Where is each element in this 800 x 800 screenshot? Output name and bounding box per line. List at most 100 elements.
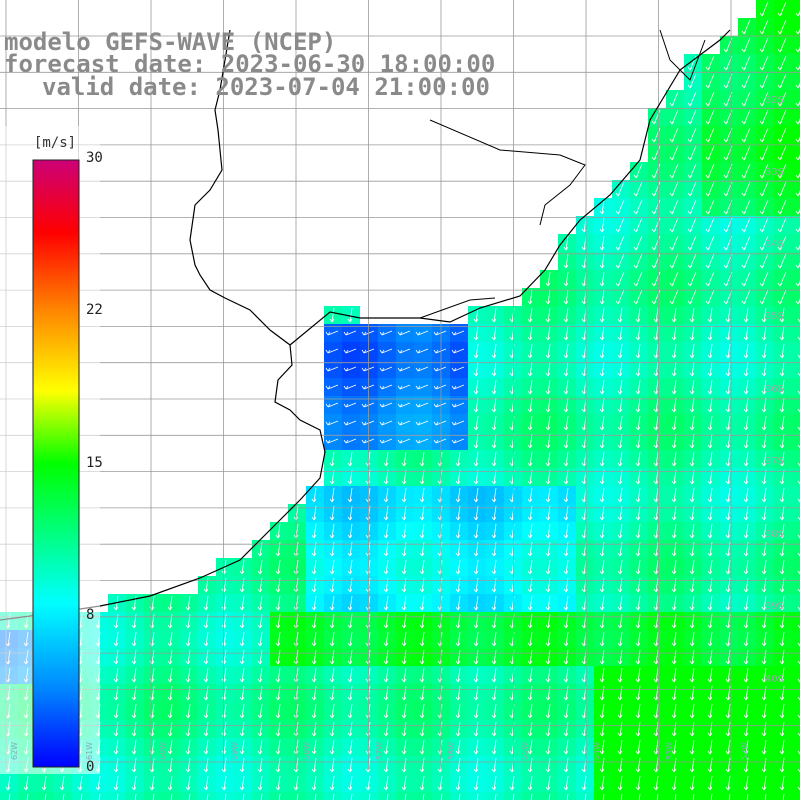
- wind-arrow: [689, 613, 695, 629]
- wind-arrow: [635, 505, 641, 521]
- wind-arrow: [689, 739, 695, 755]
- wind-arrow: [761, 631, 767, 647]
- wind-arrow: [343, 438, 357, 444]
- wind-arrow: [329, 523, 335, 539]
- wind-arrow: [599, 613, 605, 629]
- wind-arrow: [275, 775, 281, 791]
- wind-arrow: [671, 757, 677, 773]
- wind-arrow: [379, 420, 393, 426]
- wind-arrow: [419, 523, 425, 539]
- wind-cell: [792, 324, 800, 342]
- wind-arrow: [332, 793, 335, 800]
- wind-arrow: [397, 348, 411, 354]
- wind-arrow: [615, 217, 625, 233]
- wind-arrow: [347, 685, 353, 701]
- wind-arrow: [653, 361, 659, 377]
- wind-arrow: [347, 757, 353, 773]
- wind-arrow: [633, 163, 643, 179]
- wind-arrow: [275, 757, 281, 773]
- wind-arrow: [329, 595, 335, 611]
- wind-arrow: [563, 325, 569, 341]
- wind-arrow: [545, 649, 551, 665]
- wind-arrow: [545, 469, 551, 485]
- wind-arrow: [491, 757, 497, 773]
- wind-arrow: [473, 595, 479, 611]
- wind-arrow: [725, 703, 731, 719]
- wind-arrow: [777, 163, 787, 179]
- wind-arrow: [761, 703, 767, 719]
- wind-arrow: [203, 667, 209, 683]
- wind-arrow: [653, 397, 659, 413]
- wind-arrow: [455, 649, 461, 665]
- wind-arrow: [419, 487, 425, 503]
- wind-arrow: [599, 253, 605, 269]
- wind-arrow: [527, 307, 533, 323]
- wind-arrow: [473, 721, 479, 737]
- wind-arrow: [707, 595, 713, 611]
- wind-arrow: [635, 757, 641, 773]
- wind-arrow: [674, 793, 677, 800]
- wind-arrow: [671, 631, 677, 647]
- colorbar-tick-15: 15: [86, 455, 103, 471]
- wind-arrow: [777, 37, 787, 53]
- wind-arrow: [671, 505, 677, 521]
- wind-arrow: [653, 631, 659, 647]
- wind-arrow: [671, 613, 677, 629]
- wind-arrow: [383, 667, 389, 683]
- wind-arrow: [707, 325, 713, 341]
- wind-arrow: [311, 649, 317, 665]
- wind-arrow: [725, 505, 731, 521]
- wind-arrow: [185, 721, 191, 737]
- wind-arrow: [707, 667, 713, 683]
- wind-arrow: [188, 793, 191, 800]
- wind-arrow: [239, 595, 245, 611]
- wind-arrow: [455, 613, 461, 629]
- wind-cell: [792, 144, 800, 162]
- wind-arrow: [563, 415, 569, 431]
- wind-arrow: [167, 775, 173, 791]
- wind-arrow: [361, 348, 375, 354]
- wind-cell: [252, 792, 270, 800]
- wind-arrow: [491, 487, 497, 503]
- wind-arrow: [759, 127, 769, 143]
- wind-cell: [414, 792, 432, 800]
- wind-arrow: [311, 487, 317, 503]
- lon-label: 55W: [520, 741, 529, 760]
- wind-arrow: [743, 559, 749, 575]
- wind-arrow: [545, 415, 551, 431]
- wind-arrow: [167, 703, 173, 719]
- wind-arrow: [692, 793, 695, 800]
- wind-arrow: [491, 721, 497, 737]
- wind-arrow: [563, 685, 569, 701]
- wind-arrow: [777, 145, 787, 161]
- wind-arrow: [635, 451, 641, 467]
- wind-arrow: [743, 433, 749, 449]
- wind-arrow: [491, 325, 497, 341]
- wind-cell: [792, 378, 800, 396]
- wind-arrow: [491, 613, 497, 629]
- wind-arrow: [741, 271, 751, 287]
- wind-arrow: [599, 361, 605, 377]
- wind-arrow: [741, 163, 751, 179]
- wind-arrow: [545, 613, 551, 629]
- wind-arrow: [653, 379, 659, 395]
- wind-cell: [54, 792, 72, 800]
- wind-arrow: [743, 739, 749, 755]
- wind-arrow: [741, 19, 751, 35]
- wind-arrow: [401, 685, 407, 701]
- wind-arrow: [687, 181, 697, 197]
- wind-arrow: [651, 199, 661, 215]
- lon-label: 61W: [85, 741, 94, 760]
- wind-cell: [792, 702, 800, 720]
- wind-arrow: [599, 595, 605, 611]
- coastline: [0, 29, 731, 621]
- wind-arrow: [779, 595, 785, 611]
- wind-arrow: [311, 595, 317, 611]
- wind-cell: [792, 468, 800, 486]
- wind-arrow: [741, 235, 751, 251]
- wind-cell: [792, 270, 800, 288]
- wind-arrow: [651, 271, 661, 287]
- lat-label: 33S: [764, 167, 784, 178]
- wind-arrow: [671, 487, 677, 503]
- wind-arrow: [311, 685, 317, 701]
